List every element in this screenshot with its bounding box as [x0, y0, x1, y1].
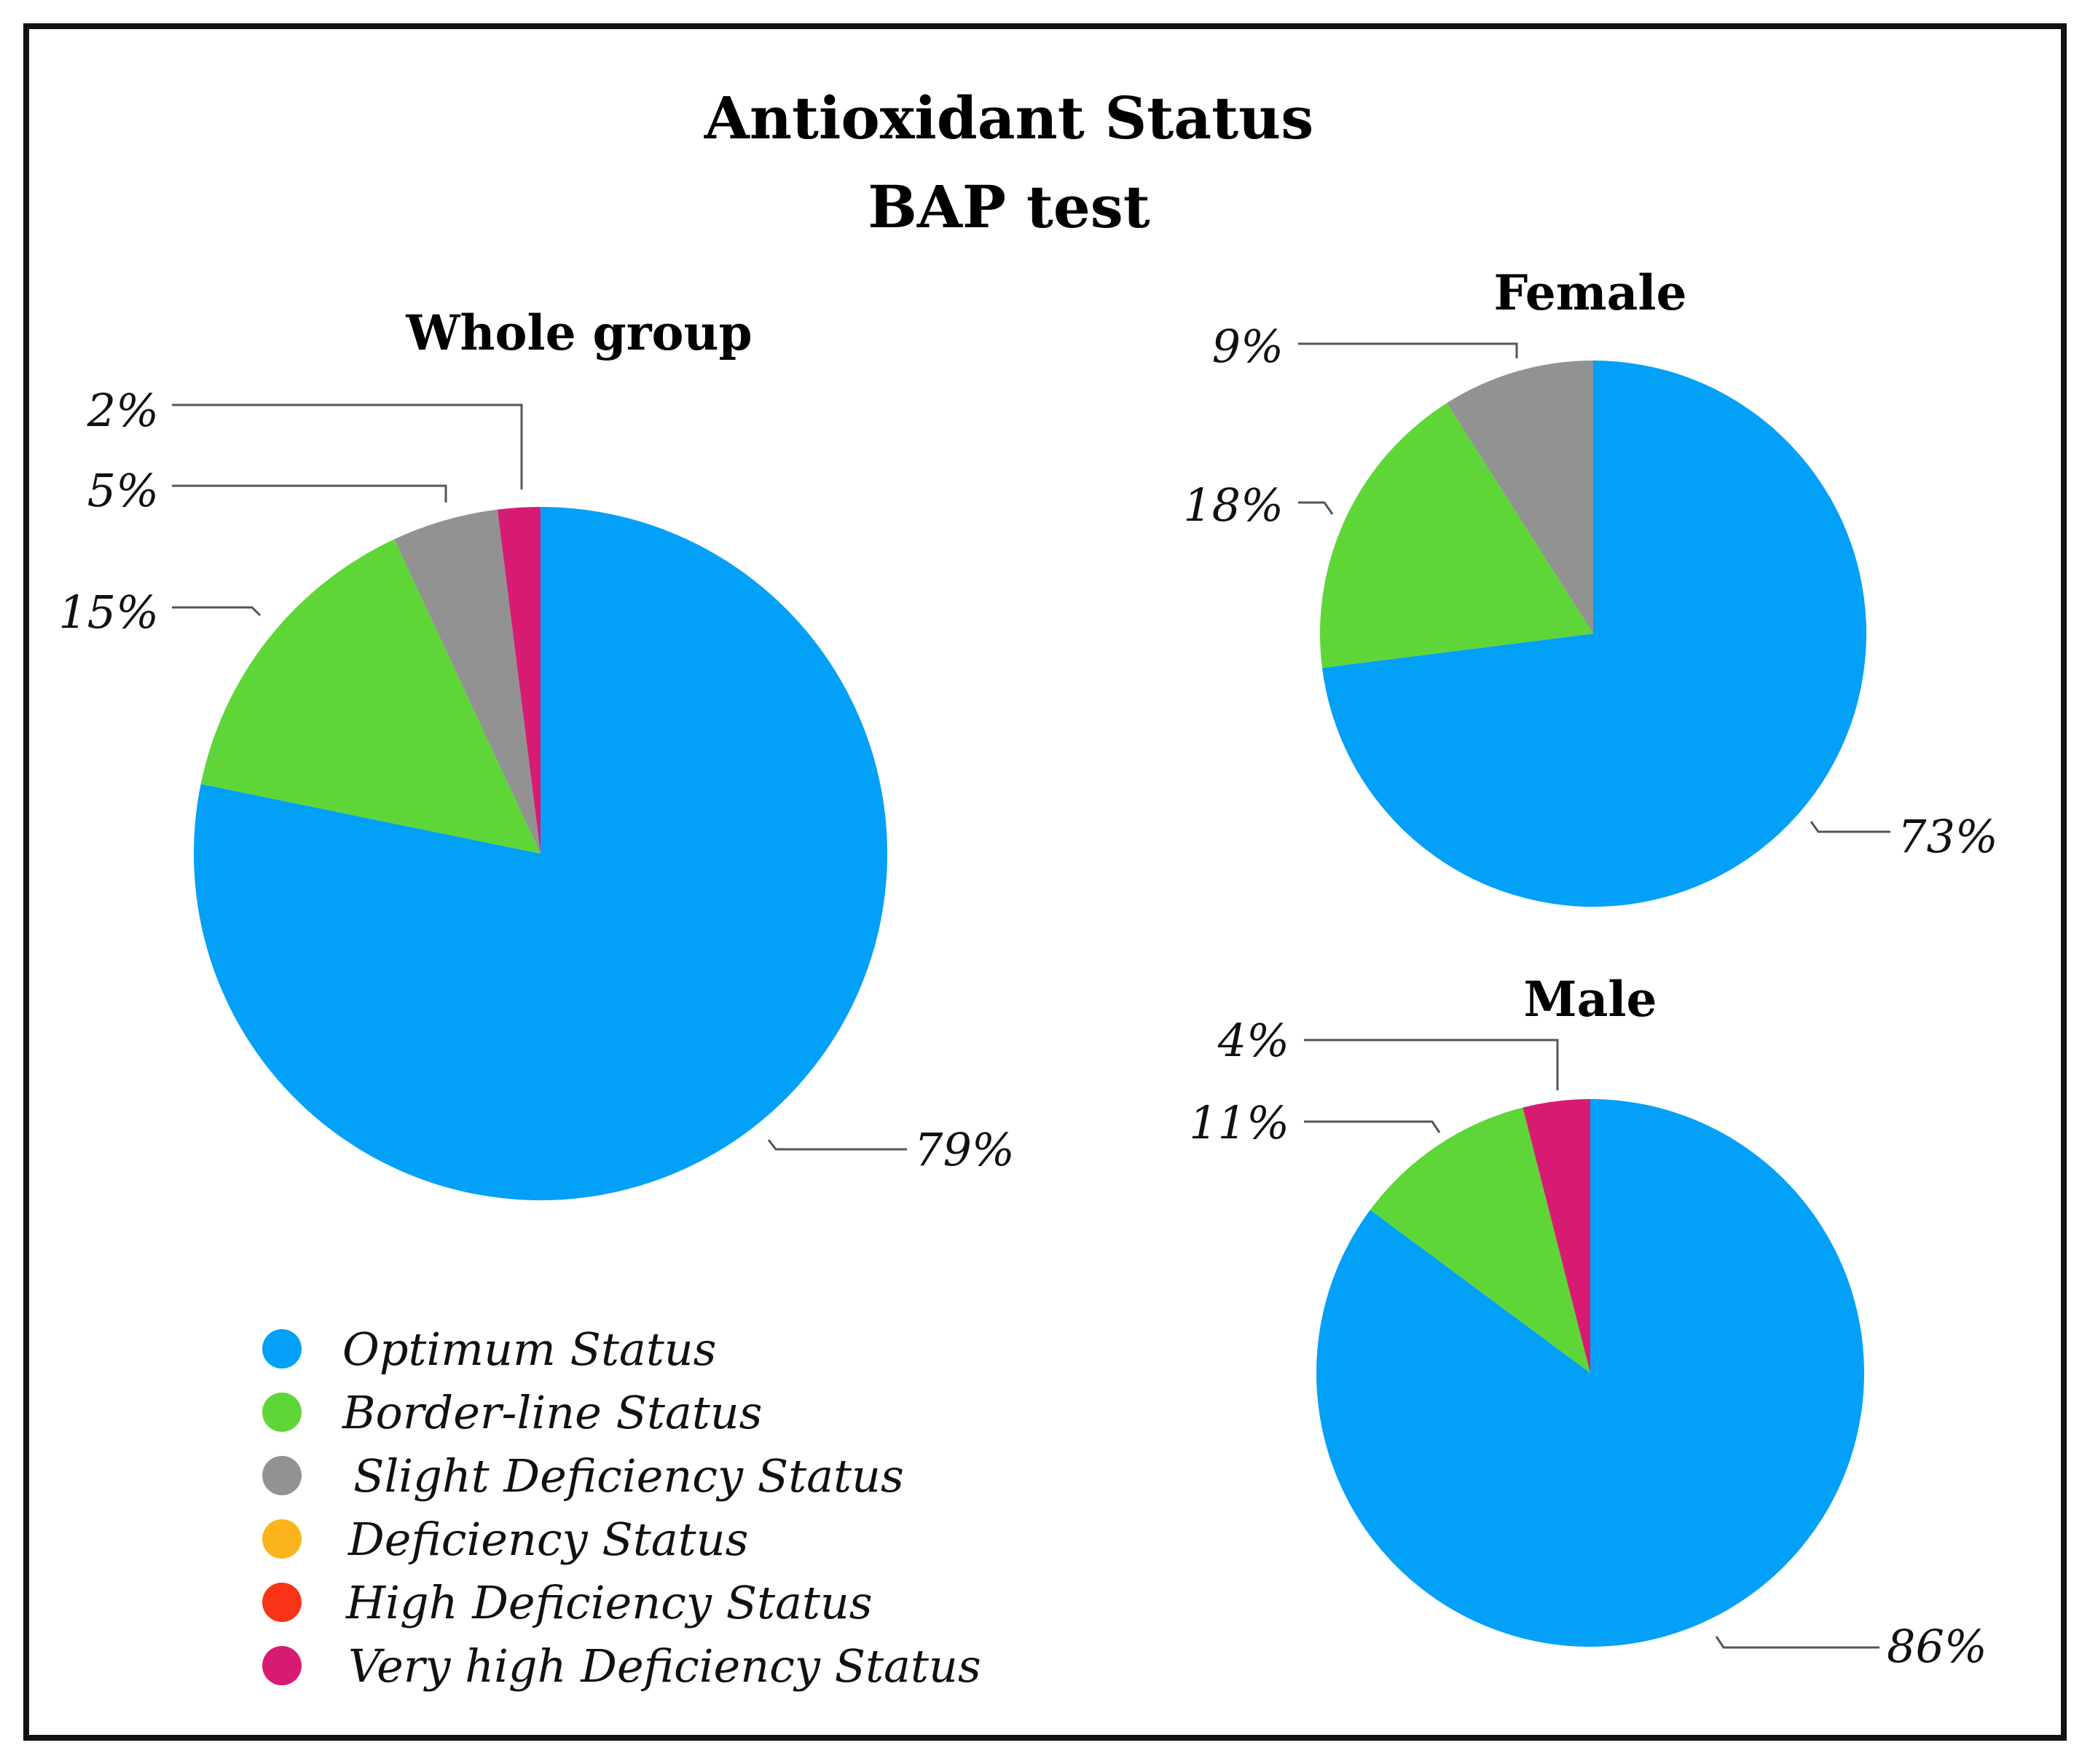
- pie-slice-border-line-status: [200, 539, 541, 854]
- pie-slice-very-high-deficiency-status: [497, 507, 541, 854]
- data-label-slight-deficiency-status: 9%: [1212, 320, 1284, 373]
- legend-label-optimum-status: Optimum Status: [342, 1323, 717, 1376]
- data-label-optimum-status: 79%: [914, 1123, 1015, 1176]
- pie-slice-border-line-status: [1370, 1107, 1590, 1373]
- data-label-very-high-deficiency-status: 4%: [1217, 1014, 1289, 1067]
- data-label-slight-deficiency-status: 5%: [87, 464, 159, 517]
- data-label-border-line-status: 15%: [58, 586, 159, 639]
- pie-slice-slight-deficiency-status: [1447, 361, 1593, 634]
- pie-title-whole-group: Whole group: [405, 304, 752, 361]
- pie-slice-optimum-status: [1321, 360, 1867, 907]
- legend-marker-optimum-status: [262, 1329, 302, 1369]
- legend-item-deficiency-status: Deficiency Status: [262, 1513, 748, 1566]
- leader-line: [1304, 1120, 1441, 1133]
- legend-marker-slight-deficiency-status: [262, 1456, 302, 1495]
- pie-male: Male 86% 11% 4%: [1189, 971, 1987, 1673]
- leader-line: [1298, 342, 1518, 358]
- legend-marker-border-line-status: [262, 1393, 302, 1432]
- pie-slice-border-line-status: [1320, 403, 1593, 668]
- data-label-optimum-status: 73%: [1898, 810, 1998, 863]
- legend-label-slight-deficiency-status: Slight Deficiency Status: [353, 1449, 904, 1503]
- leader-line: [172, 403, 523, 489]
- main-title-line2: BAP test: [868, 173, 1150, 241]
- legend-marker-deficiency-status: [262, 1519, 302, 1559]
- legend-label-very-high-deficiency-status: Very high Deficiency Status: [348, 1639, 981, 1693]
- pie-slice-optimum-status: [1316, 1098, 1865, 1647]
- pie-title-female: Female: [1494, 264, 1687, 321]
- legend-label-deficiency-status: Deficiency Status: [347, 1513, 748, 1566]
- pie-whole-group: Whole group 79% 15% 5% 2%: [58, 304, 1015, 1200]
- pie-slice-optimum-status: [194, 507, 888, 1200]
- legend-item-very-high-deficiency-status: Very high Deficiency Status: [262, 1639, 981, 1693]
- pie-slice-very-high-deficiency-status: [1523, 1099, 1590, 1373]
- pies-group: Whole group 79% 15% 5% 2% Female 73% 18% 9% Male 8…: [58, 264, 1998, 1673]
- main-title-line1: Antioxidant Status: [704, 84, 1313, 152]
- data-label-border-line-status: 11%: [1189, 1096, 1289, 1149]
- legend-item-optimum-status: Optimum Status: [262, 1323, 717, 1376]
- legend: Optimum Status Border-line Status Slight D…: [262, 1323, 981, 1693]
- legend-label-high-deficiency-status: High Deficiency Status: [345, 1576, 873, 1629]
- pie-slice-slight-deficiency-status: [394, 509, 541, 854]
- leader-line: [767, 1139, 907, 1151]
- leader-line: [172, 606, 262, 617]
- legend-label-border-line-status: Border-line Status: [342, 1386, 763, 1439]
- legend-item-border-line-status: Border-line Status: [262, 1386, 763, 1439]
- leader-line: [1715, 1636, 1879, 1649]
- leader-line: [172, 484, 447, 503]
- data-label-border-line-status: 18%: [1183, 479, 1284, 532]
- data-label-very-high-deficiency-status: 2%: [87, 384, 159, 437]
- legend-marker-high-deficiency-status: [262, 1583, 302, 1622]
- leader-line: [1810, 821, 1890, 833]
- leader-line: [1304, 1039, 1559, 1090]
- legend-item-high-deficiency-status: High Deficiency Status: [262, 1576, 873, 1629]
- data-label-optimum-status: 86%: [1887, 1620, 1987, 1673]
- pie-female: Female 73% 18% 9%: [1183, 264, 1998, 907]
- legend-marker-very-high-deficiency-status: [262, 1646, 302, 1685]
- legend-item-slight-deficiency-status: Slight Deficiency Status: [262, 1449, 904, 1503]
- leader-line: [1298, 501, 1334, 515]
- pie-title-male: Male: [1524, 971, 1657, 1028]
